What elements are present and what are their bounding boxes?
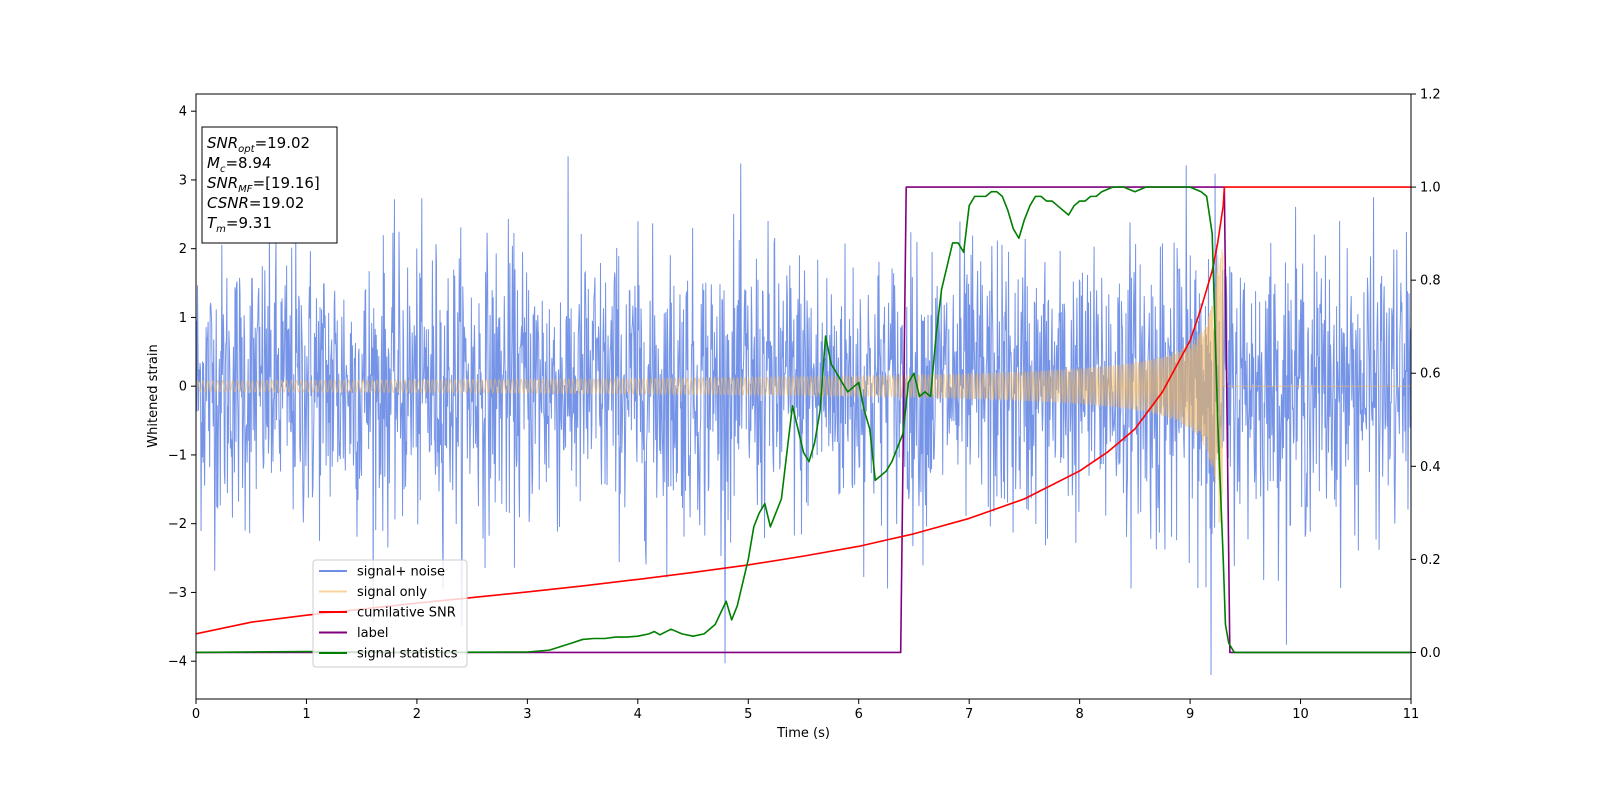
y2-tick-label: 0.0 <box>1420 646 1441 661</box>
y2-tick-label: 1.0 <box>1420 181 1441 196</box>
y2-tick-label: 1.2 <box>1420 88 1441 103</box>
legend-frame <box>312 559 468 668</box>
x-tick-label: 6 <box>855 707 863 722</box>
x-tick-label: 2 <box>413 707 421 722</box>
x-tick-label: 1 <box>302 707 310 722</box>
series-signal-statistics <box>196 186 1411 654</box>
y2-tick-label: 0.8 <box>1420 274 1441 289</box>
y-axis-left: −4 −3 −2 −1 0 1 2 3 4 <box>168 105 196 670</box>
legend-label: signal statistics <box>357 647 458 662</box>
x-tick-label: 9 <box>1186 707 1194 722</box>
y-tick-label: −1 <box>168 448 187 463</box>
info-box: SNRopt=19.02Mc=8.94SNRMF=[19.16]CSNR=19.… <box>201 126 338 244</box>
x-tick-label: 5 <box>744 707 752 722</box>
y2-tick-label: 0.4 <box>1420 460 1441 475</box>
x-tick-label: 0 <box>192 707 200 722</box>
x-tick-label: 4 <box>634 707 642 722</box>
x-tick-label: 11 <box>1403 707 1420 722</box>
y-tick-label: 0 <box>179 380 187 395</box>
info-line: SNRMF=[19.16] <box>207 174 320 195</box>
x-axis-label: Time (s) <box>776 726 830 741</box>
x-tick-label: 8 <box>1075 707 1083 722</box>
x-axis: 0 1 2 3 4 5 6 7 8 9 10 11 <box>192 699 1419 722</box>
legend-label: cumilative SNR <box>357 606 456 621</box>
legend-label: signal only <box>357 585 427 600</box>
info-box-frame <box>201 126 338 244</box>
y-tick-label: −3 <box>168 586 187 601</box>
y-axis-right: 0.0 0.2 0.4 0.6 0.8 1.0 1.2 <box>1411 88 1441 661</box>
info-line: Mc=8.94 <box>207 154 271 175</box>
legend-label: signal+ noise <box>357 565 445 580</box>
y2-tick-label: 0.2 <box>1420 553 1441 568</box>
y2-tick-label: 0.6 <box>1420 367 1441 382</box>
x-tick-label: 7 <box>965 707 973 722</box>
info-box-lines: SNRopt=19.02Mc=8.94SNRMF=[19.16]CSNR=19.… <box>207 134 320 235</box>
info-line: CSNR=19.02 <box>207 194 304 212</box>
info-line: SNRopt=19.02 <box>207 134 310 155</box>
plot-frame <box>195 93 1412 700</box>
info-line: Tm=9.31 <box>207 214 272 235</box>
x-tick-label: 3 <box>523 707 531 722</box>
y-tick-label: 3 <box>179 173 187 188</box>
y-tick-label: 2 <box>179 242 187 257</box>
x-tick-label: 10 <box>1292 707 1309 722</box>
y-tick-label: −2 <box>168 517 187 532</box>
y-tick-label: 4 <box>179 105 187 120</box>
y-tick-label: 1 <box>179 311 187 326</box>
y-tick-label: −4 <box>168 655 187 670</box>
legend-label: label <box>357 626 388 641</box>
y-axis-label: Whitened strain <box>146 344 161 447</box>
series-signal-only <box>196 249 1411 524</box>
legend: signal+ noise signal only cumilative SNR la… <box>312 559 468 668</box>
series-signal-noise <box>196 156 1411 675</box>
